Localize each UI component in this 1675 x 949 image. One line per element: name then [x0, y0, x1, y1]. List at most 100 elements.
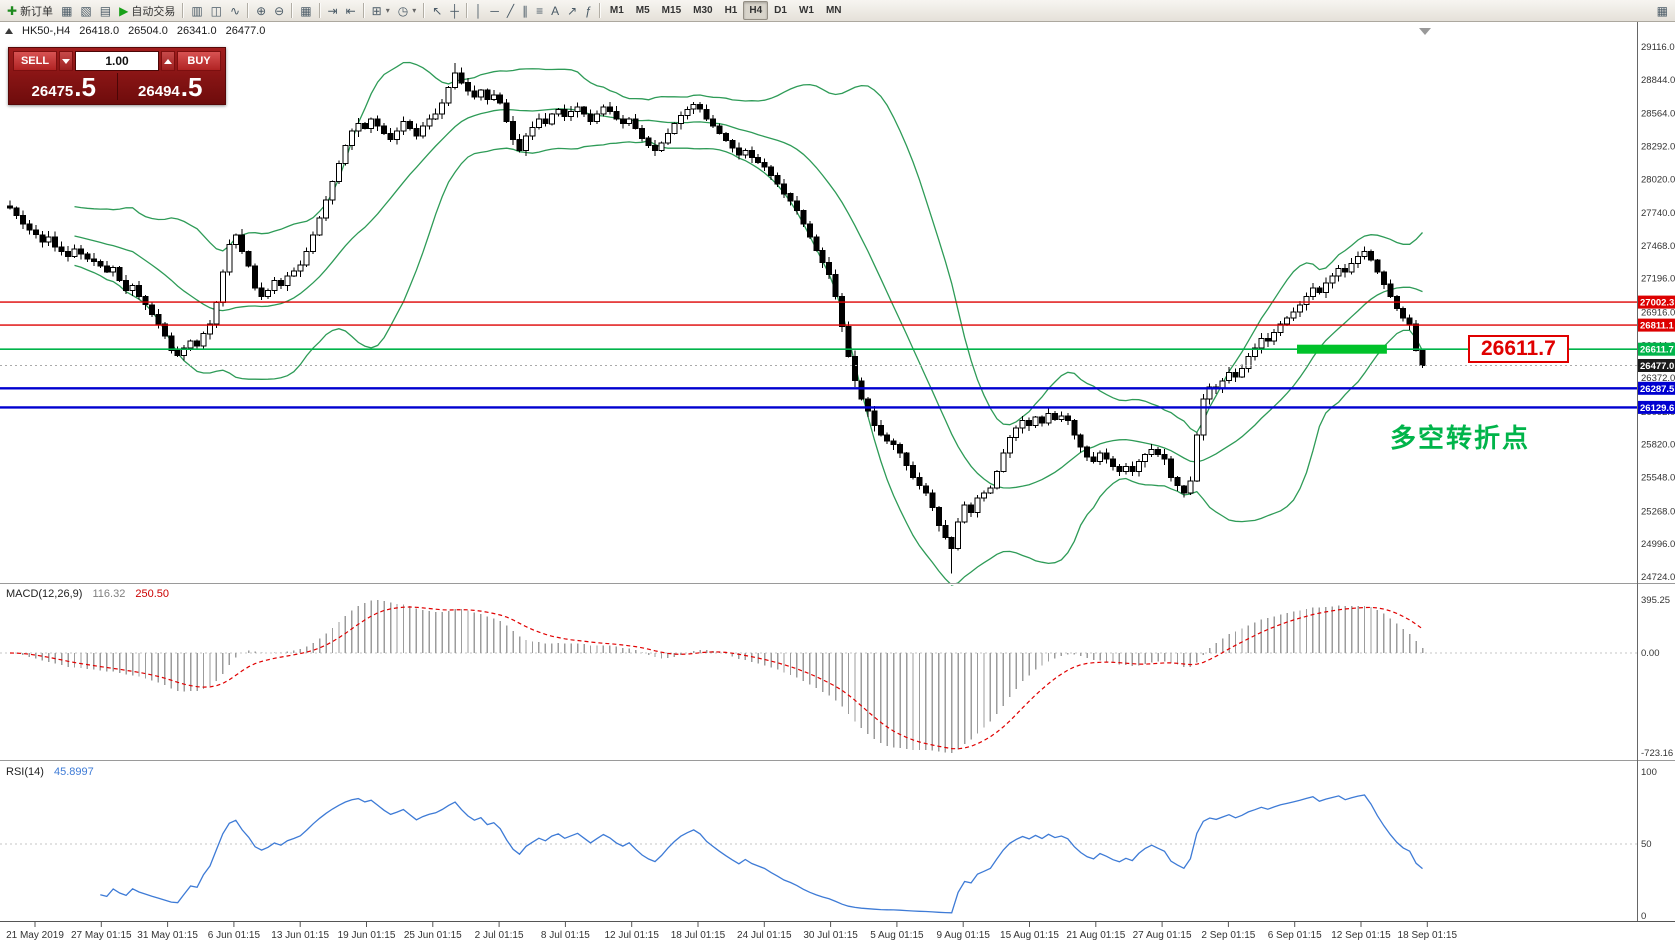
toolbar-bar-chart-mode-button[interactable]: ▥	[187, 1, 206, 20]
volume-down-button[interactable]	[59, 51, 73, 71]
new-order-icon: ✚	[7, 3, 18, 18]
toolbar-chart-list-button[interactable]: ▦	[1653, 1, 1672, 20]
candle	[219, 271, 226, 303]
toolbar-separator	[247, 3, 250, 18]
toolbar-cursor-button[interactable]: ↖	[428, 1, 446, 20]
macd-name: MACD(12,26,9)	[6, 588, 83, 600]
toolbar-trend-line-button[interactable]: ╱	[503, 1, 518, 20]
candle	[916, 476, 923, 487]
toolbar-arrows-button[interactable]: ↗	[563, 1, 581, 20]
candle	[1419, 350, 1426, 366]
toolbar-zoom-out-button[interactable]: ⊖	[270, 1, 288, 20]
toolbar-data-window-button[interactable]: ▤	[96, 1, 115, 20]
toolbar-equidistant-channel-button[interactable]: ∥	[518, 1, 532, 20]
candle	[116, 266, 123, 282]
chart-list-icon: ▦	[1656, 3, 1668, 18]
sell-button[interactable]: SELL	[13, 51, 57, 71]
toolbar-fibonacci-button[interactable]: ≡	[532, 1, 547, 20]
toolbar-candlestick-mode-button[interactable]: ◫	[207, 1, 226, 20]
toolbar-crosshair-button[interactable]: ┼	[446, 1, 463, 20]
candle	[381, 125, 388, 134]
toolbar-auto-scroll-button[interactable]: ⇥	[324, 1, 342, 20]
sell-price[interactable]: 26475.5	[13, 73, 115, 100]
candle	[303, 251, 310, 266]
timeframe-w1-button[interactable]: W1	[793, 1, 820, 20]
price-badge	[1638, 381, 1675, 395]
toolbar-new-order-button[interactable]: ✚ 新订单	[3, 1, 57, 20]
buy-price[interactable]: 26494.5	[120, 73, 222, 100]
price-axis-label: 24724.0	[1641, 572, 1675, 583]
candle	[1226, 371, 1232, 382]
date-axis-label: 13 Jun 01:15	[271, 930, 329, 941]
price-axis-label: 26916.0	[1641, 308, 1675, 319]
macd-axis-label: -723.16	[1641, 748, 1673, 759]
price-badge	[1638, 342, 1675, 356]
toolbar-tile-windows-button[interactable]: ▦	[296, 1, 315, 20]
toolbar-zoom-in-button[interactable]: ⊕	[252, 1, 270, 20]
candle	[335, 163, 342, 183]
buy-price-main: 26494	[138, 83, 180, 100]
candle	[168, 335, 175, 352]
timeframe-h1-button[interactable]: H1	[719, 1, 744, 20]
candle	[1329, 275, 1336, 284]
volume-input[interactable]: 1.00	[75, 51, 159, 71]
candle	[716, 125, 723, 134]
candle	[800, 210, 807, 225]
toolbar-indicators-button[interactable]: ƒ	[581, 1, 596, 20]
one-click-toggle-icon[interactable]	[5, 28, 13, 34]
toolbar-auto-trading-button[interactable]: ▶ 自动交易	[115, 1, 179, 20]
date-axis-label: 15 Aug 01:15	[1000, 930, 1059, 941]
candle	[935, 507, 942, 527]
timeframe-m15-button[interactable]: M15	[656, 1, 687, 20]
buy-button[interactable]: BUY	[177, 51, 221, 71]
new-chart-icon: ⊞	[371, 3, 382, 18]
candle	[19, 215, 26, 225]
chart-area[interactable]: 29116.0 28844.0 28564.0 28292.0 28020.0 27740…	[0, 22, 1675, 949]
candle	[510, 120, 517, 140]
candle	[52, 236, 59, 248]
candle	[58, 246, 65, 253]
toolbar-line-chart-mode-button[interactable]: ∿	[226, 1, 244, 20]
turning-point-text[interactable]: 多空转折点	[1390, 423, 1531, 453]
candles	[7, 62, 1426, 574]
candle	[342, 145, 349, 165]
candle	[955, 521, 962, 549]
candle	[793, 200, 800, 212]
timeframe-d1-button[interactable]: D1	[768, 1, 793, 20]
timeframe-m1-button[interactable]: M1	[604, 1, 630, 20]
candle	[1380, 271, 1387, 285]
date-axis-label: 24 Jul 01:15	[737, 930, 792, 941]
toolbar-horizontal-line-button[interactable]: ─	[486, 1, 503, 20]
candle	[1193, 434, 1200, 482]
highlight-rectangle[interactable]	[1297, 344, 1387, 354]
price-badge-label: 27002.3	[1640, 298, 1674, 309]
chart-workspace: 29116.0 28844.0 28564.0 28292.0 28020.0 27740…	[0, 22, 1675, 949]
toolbar-text-label-button[interactable]: A	[547, 1, 563, 20]
timeframe-h4-button[interactable]: H4	[743, 1, 769, 20]
date-axis-label: 8 Jul 01:15	[541, 930, 590, 941]
timeframe-m5-button[interactable]: M5	[630, 1, 656, 20]
toolbar-profiles-button[interactable]: ▧	[76, 1, 95, 20]
toolbar-chart-window-button[interactable]: ▦	[57, 1, 76, 20]
timeframe-m30-button[interactable]: M30	[687, 1, 718, 20]
candle	[1368, 251, 1374, 261]
chart-shift-marker-icon[interactable]	[1419, 28, 1431, 35]
timeframe-mn-button[interactable]: MN	[820, 1, 848, 20]
candle	[1135, 461, 1142, 472]
toolbar-templates-button[interactable]: ◷ ▾	[394, 1, 421, 20]
candle	[1232, 371, 1239, 378]
toolbar-vertical-line-button[interactable]: │	[471, 1, 487, 20]
candle	[1335, 268, 1342, 277]
ohlc-low: 26341.0	[176, 25, 217, 37]
toolbar-chart-shift-button[interactable]: ⇤	[342, 1, 360, 20]
volume-up-button[interactable]	[161, 51, 175, 71]
toolbar-new-chart-button[interactable]: ⊞ ▾	[368, 1, 394, 20]
rsi-indicator-label: RSI(14) 45.8997	[6, 766, 94, 778]
candle	[910, 464, 916, 478]
candle	[458, 72, 465, 84]
candle	[877, 424, 884, 436]
candle	[729, 140, 736, 149]
candle	[110, 266, 117, 273]
candle	[71, 248, 78, 257]
price-callout-label[interactable]: 26611.7	[1468, 335, 1569, 363]
